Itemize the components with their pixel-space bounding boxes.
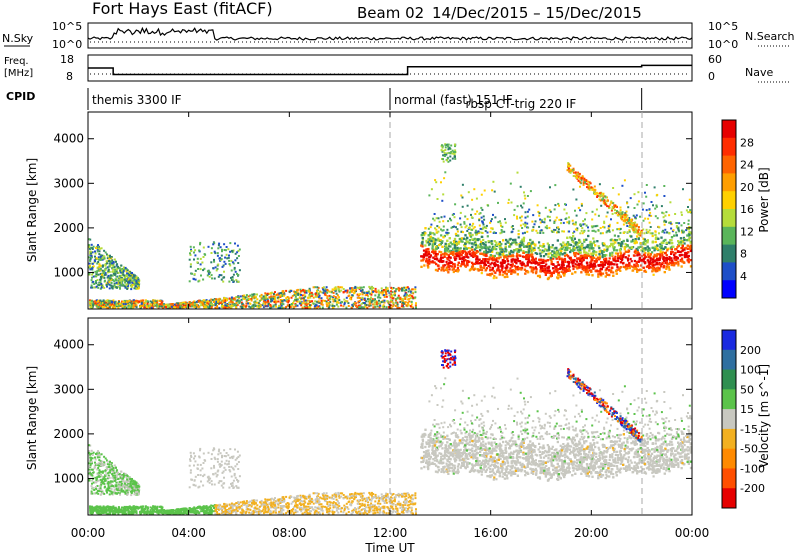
nsky-trace xyxy=(87,26,693,43)
x-tick-label: 08:00 xyxy=(272,526,307,540)
colorbar-tick: 12 xyxy=(740,225,754,238)
y-tick-label: 2000 xyxy=(53,221,84,235)
x-axis-label: Time UT xyxy=(364,541,415,554)
colorbar-swatch xyxy=(722,155,736,174)
colorbar-tick: 15 xyxy=(740,403,754,416)
nsky-tick-bottom: 10^0 xyxy=(52,38,82,51)
cpid-label: CPID xyxy=(6,90,35,103)
freq-label-line2: [MHz] xyxy=(4,68,33,79)
colorbar-swatch xyxy=(722,262,736,281)
nsky-line xyxy=(87,26,693,41)
velocity-ylabel: Slant Range [km] xyxy=(25,366,39,470)
colorbar-tick: 4 xyxy=(740,270,747,283)
colorbar-tick: -200 xyxy=(740,482,765,495)
colorbar-tick: 20 xyxy=(740,181,754,194)
nsearch-tick-bottom: 10^0 xyxy=(708,38,738,51)
station-title: Fort Hays East (fitACF) xyxy=(92,0,273,18)
beam-label: Beam 02 xyxy=(357,4,424,22)
colorbar-tick: 8 xyxy=(740,248,747,261)
time-axis: 00:00 04:00 08:00 12:00 16:00 20:00 00:00 xyxy=(71,112,710,540)
colorbar-tick: -15 xyxy=(740,423,758,436)
x-tick-label: 00:00 xyxy=(675,526,710,540)
power-colorbar-label: Power [dB] xyxy=(757,167,771,232)
nsearch-tick-top: 10^5 xyxy=(708,20,738,33)
freq-panel: Freq. [MHz] 18 8 60 0 Nave xyxy=(4,53,790,83)
y-tick-label: 1000 xyxy=(53,265,84,279)
y-tick-label: 1000 xyxy=(53,471,84,485)
velocity-data xyxy=(88,349,693,515)
colorbar-swatch xyxy=(722,191,736,210)
colorbar-swatch xyxy=(722,428,736,450)
colorbar-tick: -50 xyxy=(740,443,758,456)
nsearch-label: N.Search xyxy=(745,30,795,43)
nave-label: Nave xyxy=(745,66,773,79)
colorbar-swatch xyxy=(722,369,736,390)
x-tick-label: 04:00 xyxy=(171,526,206,540)
colorbar-swatch xyxy=(722,209,736,228)
nsky-panel: N.Sky 10^5 10^0 10^5 10^0 N.Search xyxy=(2,20,795,51)
colorbar-swatch xyxy=(722,137,736,157)
nave-tick-bottom: 0 xyxy=(708,70,715,83)
colorbar-swatch xyxy=(722,244,736,263)
nsky-label: N.Sky xyxy=(2,32,34,45)
x-tick-label: 00:00 xyxy=(71,526,106,540)
colorbar-swatch xyxy=(722,488,736,509)
cpid-segment-label: normal (fast) 151 IF xyxy=(394,93,513,107)
power-data xyxy=(88,143,693,309)
y-tick-label: 3000 xyxy=(53,382,84,396)
y-tick-label: 2000 xyxy=(53,427,84,441)
velocity-panel: 1000 2000 3000 4000 Slant Range [km] 200 100… xyxy=(25,317,771,516)
colorbar-tick: 24 xyxy=(740,159,754,172)
y-tick-label: 4000 xyxy=(53,338,84,352)
colorbar-swatch xyxy=(722,468,736,489)
power-ylabel: Slant Range [km] xyxy=(25,158,39,262)
nsky-tick-top: 10^5 xyxy=(52,20,82,33)
freq-tick-top: 18 xyxy=(60,53,74,66)
frequency-line xyxy=(88,64,692,76)
colorbar-swatch xyxy=(722,330,736,351)
x-tick-label: 16:00 xyxy=(473,526,508,540)
colorbar-swatch xyxy=(722,448,736,469)
velocity-colorbar-label: Velocity [m s^-1] xyxy=(757,364,771,468)
cpid-panel: CPID themis 3300 IF normal (fast) 151 IFr… xyxy=(6,88,643,111)
power-panel: 1000 2000 3000 4000 Slant Range [km] 4 8 12 16… xyxy=(25,111,771,310)
colorbar-tick: 28 xyxy=(740,136,754,149)
colorbar-swatch xyxy=(722,389,736,410)
freq-tick-bottom: 8 xyxy=(66,70,73,83)
nave-tick-top: 60 xyxy=(708,53,722,66)
x-tick-label: 12:00 xyxy=(373,526,408,540)
cpid-segment-label: themis 3300 IF xyxy=(92,93,182,107)
x-tick-label: 20:00 xyxy=(574,526,609,540)
colorbar-tick: 16 xyxy=(740,203,754,216)
cpid-segment-label: rbsp CT-trig 220 IF xyxy=(466,97,577,111)
colorbar-swatch xyxy=(722,120,736,139)
colorbar-swatch xyxy=(722,280,736,299)
colorbar-tick: 50 xyxy=(740,383,754,396)
date-range: 14/Dec/2015 – 15/Dec/2015 xyxy=(432,4,642,22)
y-tick-label: 3000 xyxy=(53,176,84,190)
colorbar-swatch xyxy=(722,409,736,430)
colorbar-swatch xyxy=(722,349,736,371)
colorbar-tick: -100 xyxy=(740,462,765,475)
colorbar-tick: 100 xyxy=(740,364,761,377)
colorbar-swatch xyxy=(722,226,736,246)
colorbar-swatch xyxy=(722,173,736,192)
colorbar-tick: 200 xyxy=(740,344,761,357)
y-tick-label: 4000 xyxy=(53,132,84,146)
freq-label-line1: Freq. xyxy=(4,56,29,67)
